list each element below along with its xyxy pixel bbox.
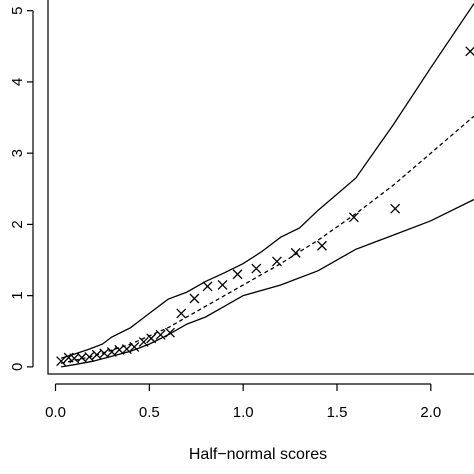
x-tick-label: 2.0 [420,404,441,421]
y-tick-label: 4 [9,78,26,86]
data-point-x-marker [348,212,359,223]
observed-points [56,46,474,367]
y-tick-label: 2 [9,220,26,228]
lower-envelope-line [60,198,474,368]
plot-frame [47,0,474,375]
y-tick-label: 3 [9,149,26,157]
data-point-x-marker [390,203,401,214]
x-tick-label: 1.5 [327,404,348,421]
data-point-x-marker [232,269,243,280]
plot-area [47,0,474,375]
data-point-x-marker [290,247,301,258]
y-axis: 0 1 2 3 4 5 [9,7,34,371]
x-axis-title: Half−normal scores [189,446,327,463]
x-tick-label: 0.5 [139,404,160,421]
y-tick-label: 1 [9,291,26,299]
data-point-x-marker [56,356,67,367]
y-tick-label: 5 [9,7,26,15]
x-tick-label: 1.0 [233,404,254,421]
data-point-x-marker [317,240,327,251]
data-point-x-marker [217,279,228,290]
x-tick-label: 0.0 [45,404,66,421]
expected-line [60,115,474,364]
y-tick-label: 0 [9,363,26,371]
data-point-x-marker [465,46,474,57]
data-point-x-marker [176,308,187,319]
x-axis: 0.0 0.5 1.0 1.5 2.0 [45,383,441,421]
data-point-x-marker [202,281,213,292]
upper-envelope-line [60,3,474,359]
data-point-x-marker [189,293,200,304]
data-point-x-marker [251,263,262,274]
